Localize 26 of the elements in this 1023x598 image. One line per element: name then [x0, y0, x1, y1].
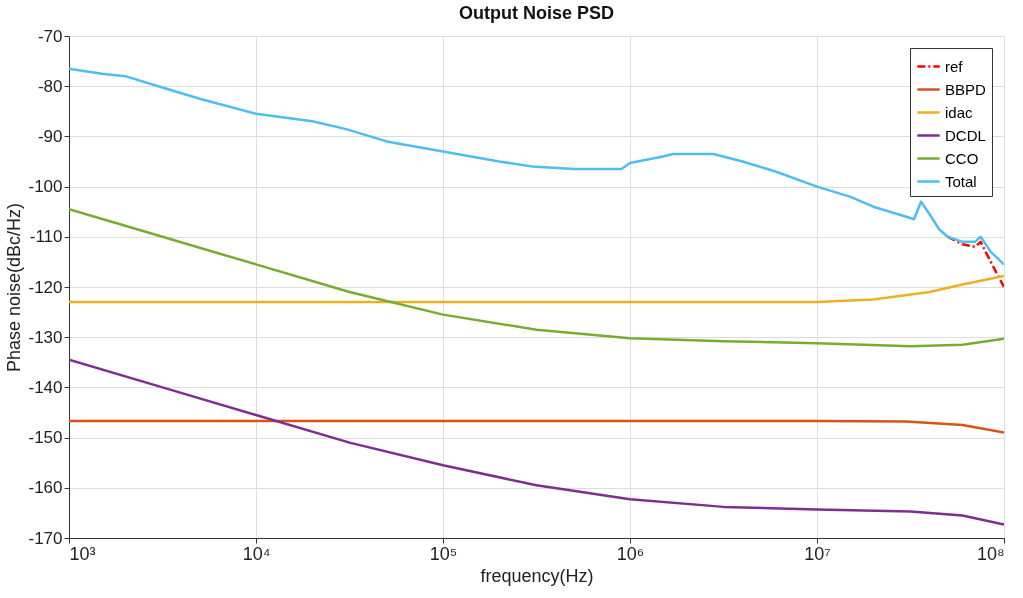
y-tick-label: -100 — [28, 177, 63, 197]
legend-label: CCO — [945, 149, 979, 167]
y-tick-label: -110 — [29, 227, 63, 247]
y-tick-label: -160 — [28, 478, 63, 498]
legend-label: DCDL — [945, 126, 986, 144]
x-tick-label: 10⁷ — [804, 543, 831, 564]
y-tick-label: -90 — [37, 126, 63, 146]
x-tick-label: 10³ — [69, 543, 96, 564]
legend-label: ref — [945, 57, 964, 75]
y-tick-label: -130 — [28, 327, 63, 347]
y-tick-label: -70 — [37, 26, 63, 46]
legend-label: BBPD — [945, 80, 987, 98]
y-tick-label: -120 — [28, 277, 63, 297]
y-tick-label: -150 — [28, 428, 63, 448]
x-axis-title: frequency(Hz) — [480, 565, 594, 586]
x-tick-label: 10⁵ — [429, 543, 458, 564]
legend-label: Total — [945, 172, 977, 190]
y-tick-label: -170 — [28, 528, 63, 548]
y-axis-title: Phase noise(dBc/Hz) — [4, 202, 25, 373]
x-tick-label: 10⁶ — [616, 543, 645, 564]
y-tick-label: -80 — [37, 76, 63, 96]
x-tick-label: 10⁸ — [976, 543, 1005, 564]
chart-title: Output Noise PSD — [458, 3, 615, 23]
x-tick-label: 10⁴ — [242, 543, 271, 564]
y-tick-label: -140 — [28, 377, 63, 397]
legend-label: idac — [945, 103, 974, 121]
